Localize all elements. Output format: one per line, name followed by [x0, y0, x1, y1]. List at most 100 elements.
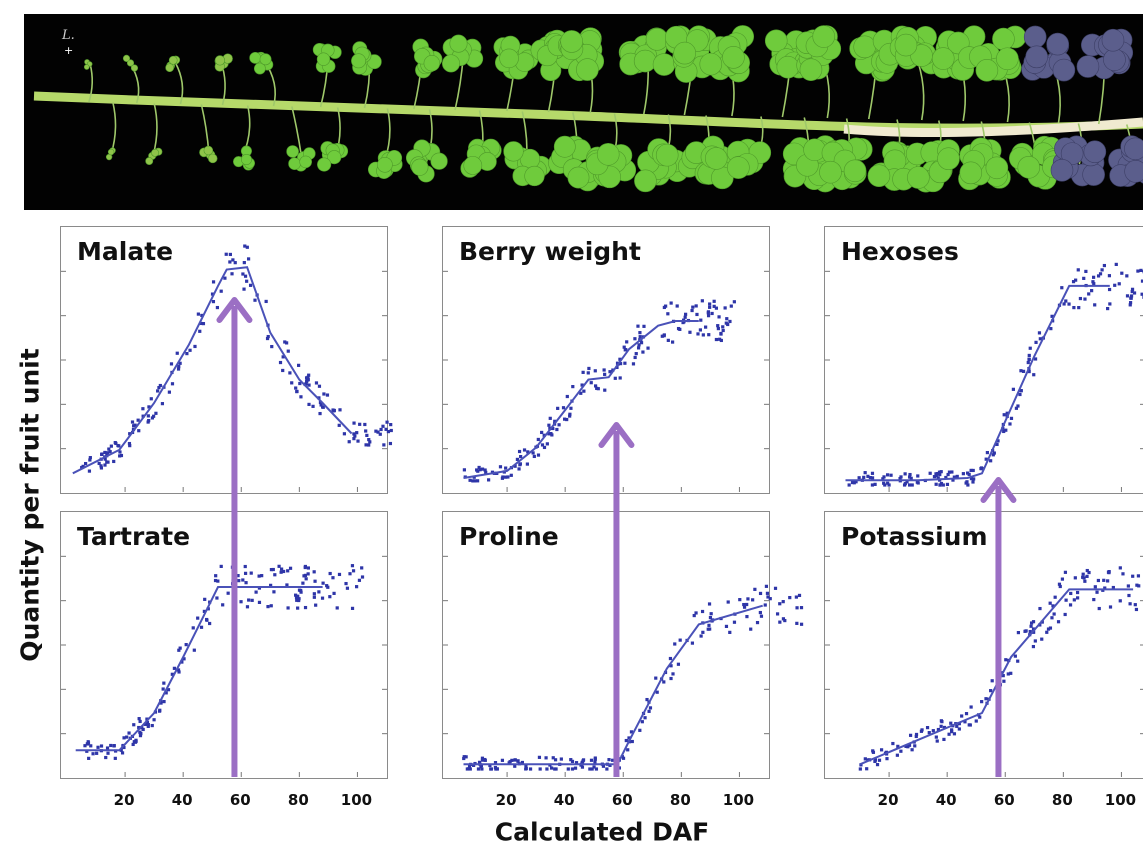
berry: [411, 158, 429, 176]
data-point: [618, 357, 622, 361]
data-point: [729, 304, 733, 308]
data-point: [716, 324, 720, 328]
data-point: [1117, 282, 1121, 286]
data-point: [605, 767, 609, 771]
data-point: [614, 758, 618, 762]
data-point: [355, 431, 359, 435]
data-point: [907, 743, 912, 747]
data-point: [99, 464, 103, 468]
data-point: [519, 455, 523, 459]
photo-corner-mark: L.: [62, 28, 75, 43]
data-point: [726, 600, 730, 604]
panel-title: Berry weight: [459, 237, 641, 266]
data-point: [119, 748, 123, 752]
data-point: [863, 757, 867, 761]
data-point: [299, 590, 303, 594]
data-point: [1072, 305, 1076, 310]
data-point: [367, 443, 371, 447]
data-point: [927, 731, 931, 735]
grape-development-photo: L. +: [24, 14, 1143, 210]
data-point: [83, 744, 87, 748]
data-point: [379, 427, 383, 432]
data-point: [721, 328, 725, 333]
plot-area: [825, 555, 1143, 777]
data-point: [177, 365, 181, 369]
berry: [1101, 28, 1125, 52]
data-point: [570, 759, 575, 763]
data-point: [196, 312, 200, 316]
data-point: [147, 419, 151, 423]
berry: [764, 29, 788, 53]
data-point: [724, 624, 729, 629]
data-point: [916, 474, 920, 478]
data-point: [164, 691, 168, 695]
data-point: [178, 361, 182, 365]
data-point: [146, 723, 150, 727]
data-point: [1085, 568, 1089, 573]
berry: [699, 52, 723, 76]
data-point: [545, 442, 549, 446]
data-point: [593, 384, 598, 388]
data-point: [281, 355, 285, 359]
data-point: [477, 465, 481, 470]
data-point: [483, 757, 487, 762]
berry: [259, 53, 272, 66]
data-point: [608, 370, 612, 374]
berry: [985, 156, 1009, 180]
data-point: [1082, 276, 1086, 280]
data-point: [607, 758, 611, 762]
data-point: [180, 660, 184, 664]
data-point: [103, 457, 107, 461]
data-point: [1001, 674, 1005, 678]
data-point: [137, 725, 141, 730]
data-point: [850, 480, 855, 485]
data-point: [557, 423, 561, 427]
data-point: [266, 605, 270, 609]
data-point: [1134, 607, 1139, 612]
data-point: [524, 763, 528, 768]
data-point: [1130, 287, 1135, 291]
data-point: [903, 482, 907, 486]
data-point: [638, 331, 642, 335]
data-point: [272, 590, 276, 594]
data-point: [882, 481, 886, 485]
data-point: [206, 607, 210, 611]
data-point: [647, 709, 651, 713]
panel-berry-weight: Berry weight: [442, 226, 770, 494]
data-point: [215, 305, 220, 310]
data-point: [517, 467, 521, 471]
berry: [327, 150, 342, 165]
data-point: [1016, 630, 1021, 635]
data-point: [516, 759, 520, 763]
data-point: [548, 416, 552, 420]
data-point: [317, 384, 322, 388]
data-point: [885, 757, 889, 761]
data-point: [526, 450, 530, 454]
data-point: [467, 765, 472, 769]
data-point: [364, 429, 368, 433]
data-point: [914, 732, 919, 737]
data-point: [290, 381, 294, 385]
data-point: [728, 319, 732, 324]
data-point: [301, 581, 305, 585]
data-point: [304, 376, 309, 380]
data-point: [593, 757, 597, 761]
data-point: [536, 453, 541, 457]
data-point: [146, 724, 150, 728]
data-point: [944, 475, 948, 480]
data-point: [462, 756, 466, 761]
berry: [727, 156, 750, 179]
data-point: [237, 579, 241, 583]
data-point: [264, 299, 268, 304]
data-point: [348, 572, 352, 576]
photo-corner-symbol: +: [64, 44, 74, 57]
data-point: [701, 630, 705, 634]
panel-title: Potassium: [841, 522, 988, 551]
data-point: [86, 741, 91, 745]
data-point: [138, 719, 142, 724]
data-point: [1027, 369, 1031, 374]
data-point: [863, 471, 867, 475]
data-point: [132, 740, 136, 744]
data-point: [508, 760, 512, 764]
berry: [937, 147, 960, 171]
